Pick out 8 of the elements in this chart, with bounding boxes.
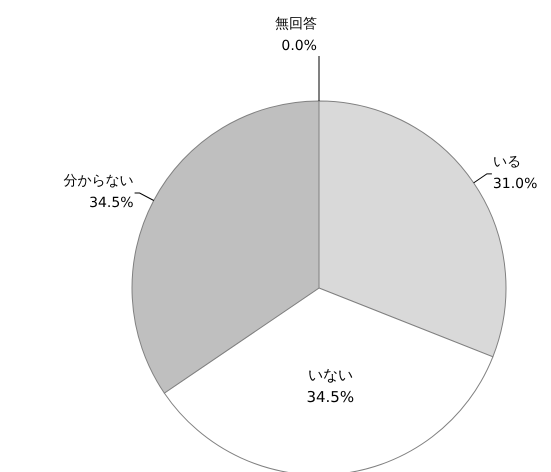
category-label: 無回答 xyxy=(275,16,317,32)
data-label: 34.5% xyxy=(89,195,134,212)
slice-label: 分からない xyxy=(64,173,134,190)
data-label: 31.0% xyxy=(492,176,538,192)
slice-label: いる xyxy=(492,154,521,170)
data-label: 34.5% xyxy=(306,388,354,406)
slice-label: いない xyxy=(308,366,353,384)
text: 0.0% xyxy=(281,38,317,54)
